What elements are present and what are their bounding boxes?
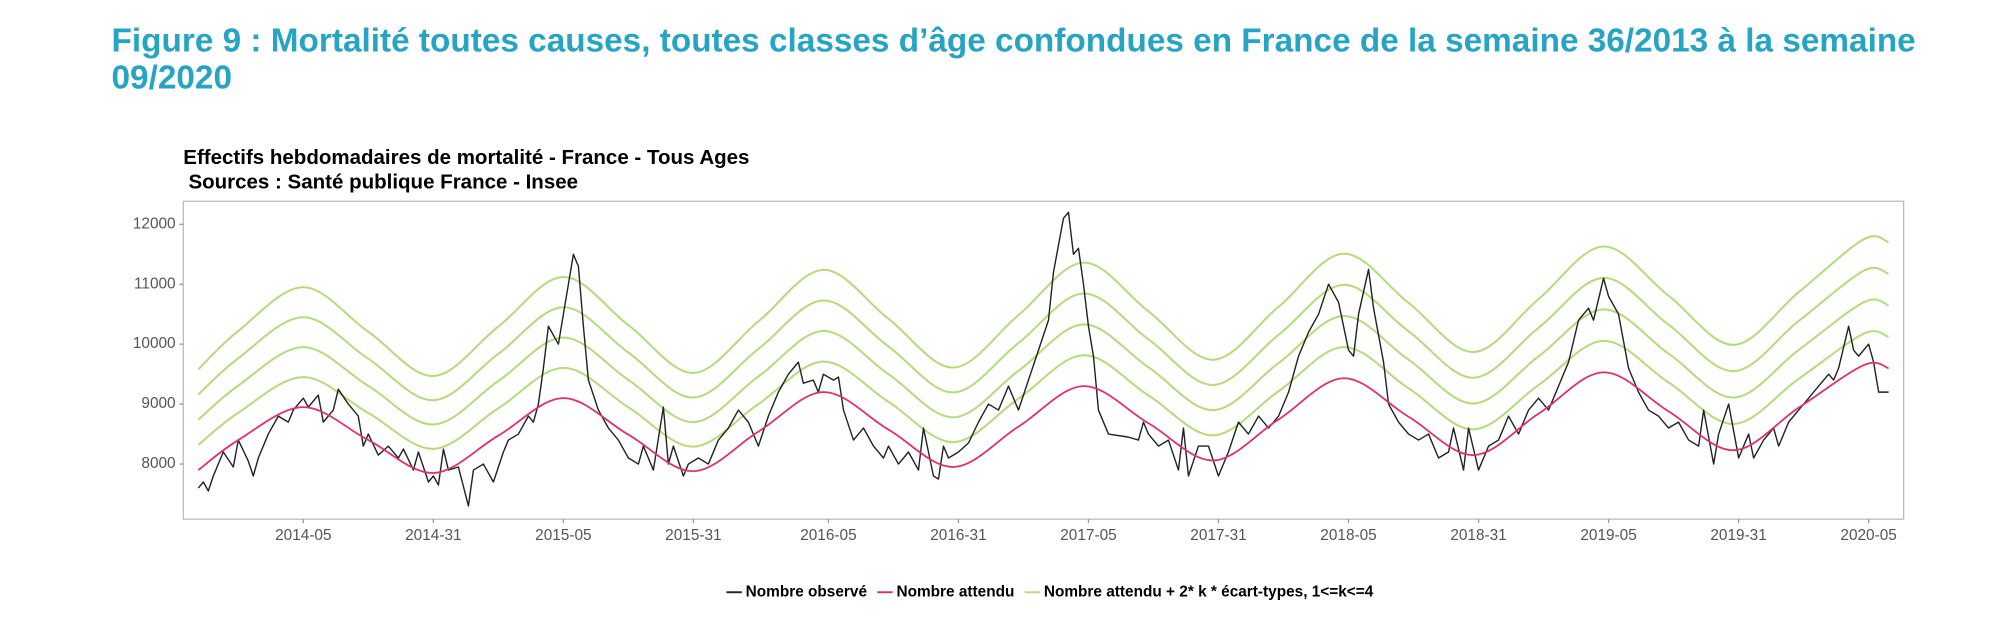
legend-item: Nombre attendu [877,583,1014,600]
threshold-line [197,266,1889,402]
x-tick-label: 2018-31 [1450,527,1506,544]
threshold-line [197,235,1889,378]
observed-line [197,211,1889,507]
chart-title: Effectifs hebdomadaires de mortalité - F… [183,146,749,169]
legend-label: Nombre attendu + 2* k * écart-types, 1<=… [1044,583,1374,600]
x-tick-label: 2015-05 [535,527,591,544]
x-tick-label: 2017-05 [1060,527,1116,544]
plot-frame [182,200,1905,520]
chart-subtitle: Sources : Santé publique France - Insee [188,170,578,193]
legend: Nombre observé Nombre attendu Nombre atten… [726,583,1374,600]
x-tick-label: 2018-05 [1320,527,1376,544]
x-tick-label: 2020-05 [1840,527,1896,544]
x-tick-label: 2016-05 [800,527,856,544]
legend-item: Nombre observé [726,583,867,600]
x-tick-label: 2015-31 [665,527,721,544]
x-tick-label: 2017-31 [1190,527,1246,544]
y-tick-label: 11000 [134,275,176,292]
y-tick-label: 8000 [141,455,175,472]
y-tick-label: 9000 [141,395,175,412]
x-tick-label: 2019-31 [1710,527,1766,544]
legend-label: Nombre attendu [896,583,1014,600]
expected-line [197,361,1889,474]
legend-item: Nombre attendu + 2* k * écart-types, 1<=… [1024,583,1374,600]
figure-heading: Figure 9 : Mortalité toutes causes, tout… [111,20,1916,97]
legend-label: Nombre observé [746,583,868,600]
x-tick-label: 2014-31 [405,527,461,544]
threshold-line [197,298,1889,426]
y-tick-label: 12000 [133,215,176,232]
x-tick-label: 2016-31 [930,527,986,544]
y-tick-label: 10000 [133,335,176,352]
x-tick-label: 2019-05 [1580,527,1636,544]
x-tick-label: 2014-05 [275,527,331,544]
